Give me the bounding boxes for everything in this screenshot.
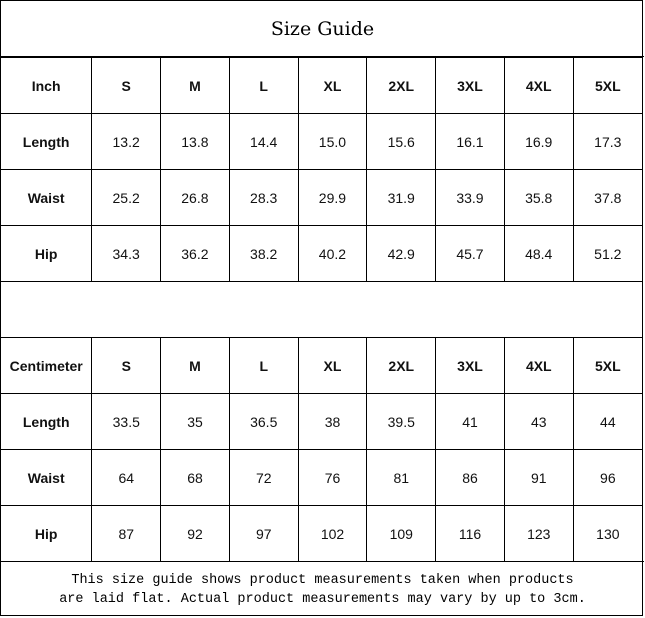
size-header: 3XL <box>435 337 505 394</box>
page-title: Size Guide <box>1 1 644 57</box>
size-header: S <box>91 57 162 114</box>
measurement-cell: 17.3 <box>572 113 642 170</box>
measurement-cell: 102 <box>297 505 368 562</box>
row-label: Length <box>1 113 93 170</box>
header-row: Centimeter S M L XL 2XL 3XL 4XL 5XL <box>1 337 642 394</box>
measurement-cell: 87 <box>91 505 162 562</box>
measurement-cell: 130 <box>572 505 642 562</box>
row-label: Length <box>1 393 93 450</box>
measurement-cell: 72 <box>228 449 299 506</box>
size-header: 5XL <box>572 57 642 114</box>
measurement-cell: 37.8 <box>572 169 642 226</box>
footer-note: This size guide shows product measuremen… <box>1 561 644 617</box>
measurement-cell: 97 <box>228 505 299 562</box>
measurement-cell: 25.2 <box>91 169 162 226</box>
size-header: L <box>228 57 299 114</box>
size-header: 4XL <box>503 337 574 394</box>
measurement-cell: 16.1 <box>435 113 505 170</box>
size-header: M <box>160 337 230 394</box>
measurement-cell: 42.9 <box>366 225 437 282</box>
size-header: 4XL <box>503 57 574 114</box>
measurement-cell: 96 <box>572 449 642 506</box>
measurement-cell: 36.2 <box>160 225 230 282</box>
footer-line-2: are laid flat. Actual product measuremen… <box>59 591 586 607</box>
measurement-cell: 34.3 <box>91 225 162 282</box>
measurement-cell: 68 <box>160 449 230 506</box>
header-row: Inch S M L XL 2XL 3XL 4XL 5XL <box>1 57 642 114</box>
measurement-cell: 13.8 <box>160 113 230 170</box>
size-header: XL <box>297 57 368 114</box>
measurement-cell: 28.3 <box>228 169 299 226</box>
measurement-cell: 38 <box>297 393 368 450</box>
size-header: S <box>91 337 162 394</box>
measurement-cell: 33.9 <box>435 169 505 226</box>
measurement-cell: 45.7 <box>435 225 505 282</box>
row-label: Waist <box>1 449 93 506</box>
size-header: M <box>160 57 230 114</box>
size-header: 3XL <box>435 57 505 114</box>
unit-header: Centimeter <box>1 337 93 394</box>
measurement-cell: 15.0 <box>297 113 368 170</box>
measurement-cell: 26.8 <box>160 169 230 226</box>
row-label: Waist <box>1 169 93 226</box>
measurement-cell: 91 <box>503 449 574 506</box>
row-label: Hip <box>1 505 93 562</box>
measurement-cell: 38.2 <box>228 225 299 282</box>
size-header: 2XL <box>366 337 437 394</box>
measurement-cell: 41 <box>435 393 505 450</box>
measurement-cell: 64 <box>91 449 162 506</box>
measurement-cell: 116 <box>435 505 505 562</box>
measurement-cell: 92 <box>160 505 230 562</box>
measurement-cell: 76 <box>297 449 368 506</box>
row-label: Hip <box>1 225 93 282</box>
centimeter-size-table: Centimeter S M L XL 2XL 3XL 4XL 5XL Length 33.5 35 3… <box>1 337 642 562</box>
size-header: 5XL <box>572 337 642 394</box>
unit-header: Inch <box>1 57 93 114</box>
measurement-cell: 109 <box>366 505 437 562</box>
table-row: Hip 87 92 97 102 109 116 123 130 <box>1 505 642 562</box>
measurement-cell: 40.2 <box>297 225 368 282</box>
measurement-cell: 123 <box>503 505 574 562</box>
measurement-cell: 44 <box>572 393 642 450</box>
measurement-cell: 39.5 <box>366 393 437 450</box>
size-header: L <box>228 337 299 394</box>
footer-line-1: This size guide shows product measuremen… <box>71 572 574 588</box>
measurement-cell: 31.9 <box>366 169 437 226</box>
measurement-cell: 86 <box>435 449 505 506</box>
measurement-cell: 35.8 <box>503 169 574 226</box>
measurement-cell: 81 <box>366 449 437 506</box>
measurement-cell: 48.4 <box>503 225 574 282</box>
measurement-cell: 35 <box>160 393 230 450</box>
table-row: Hip 34.3 36.2 38.2 40.2 42.9 45.7 48.4 51.2 <box>1 225 642 282</box>
measurement-cell: 36.5 <box>228 393 299 450</box>
size-header: 2XL <box>366 57 437 114</box>
measurement-cell: 51.2 <box>572 225 642 282</box>
measurement-cell: 14.4 <box>228 113 299 170</box>
table-row: Waist 64 68 72 76 81 86 91 96 <box>1 449 642 506</box>
measurement-cell: 15.6 <box>366 113 437 170</box>
measurement-cell: 13.2 <box>91 113 162 170</box>
inch-size-table: Inch S M L XL 2XL 3XL 4XL 5XL Length 13.2 13.8 14.4 1… <box>1 57 642 282</box>
table-row: Waist 25.2 26.8 28.3 29.9 31.9 33.9 35.8 37.8 <box>1 169 642 226</box>
table-row: Length 33.5 35 36.5 38 39.5 41 43 44 <box>1 393 642 450</box>
measurement-cell: 16.9 <box>503 113 574 170</box>
measurement-cell: 29.9 <box>297 169 368 226</box>
size-header: XL <box>297 337 368 394</box>
measurement-cell: 33.5 <box>91 393 162 450</box>
measurement-cell: 43 <box>503 393 574 450</box>
table-row: Length 13.2 13.8 14.4 15.0 15.6 16.1 16.9 17.3 <box>1 113 642 170</box>
